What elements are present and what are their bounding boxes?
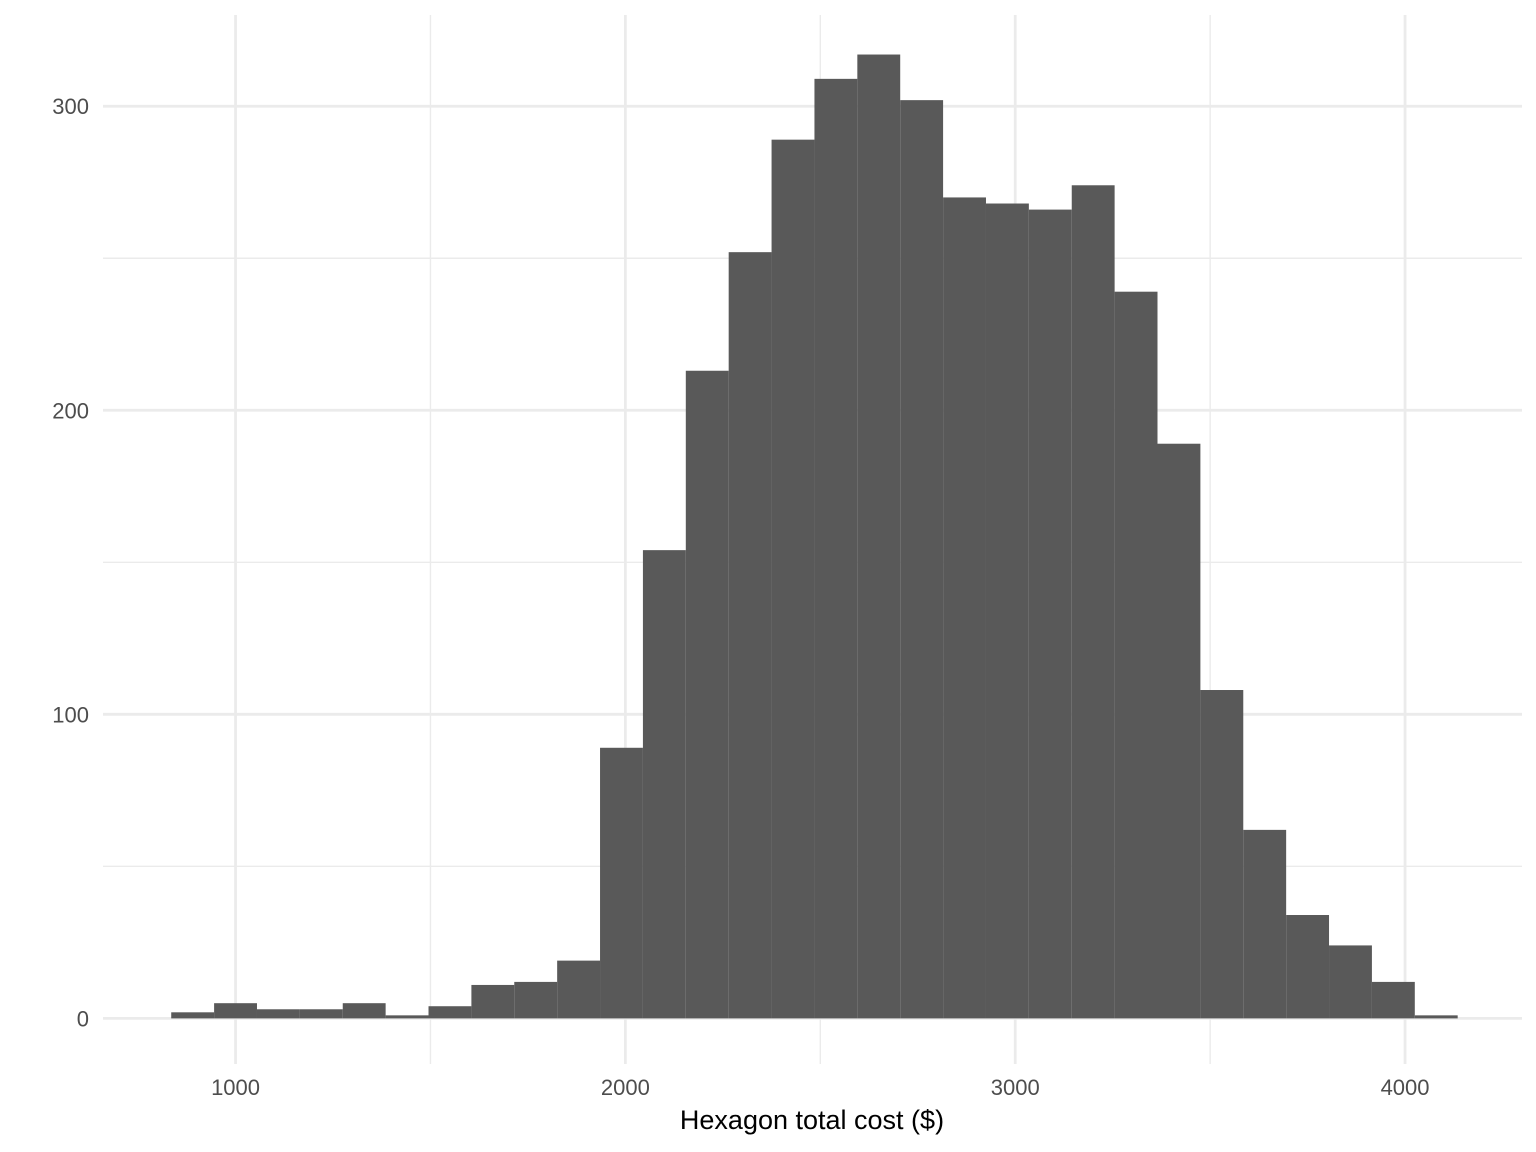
- y-axis-tick-labels: 0 100 200 300: [52, 94, 89, 1031]
- histogram-bar: [557, 960, 601, 1019]
- histogram-bar: [1071, 185, 1115, 1019]
- histogram-bars: [171, 54, 1458, 1019]
- histogram-bar: [342, 1003, 386, 1019]
- y-tick-label: 100: [52, 702, 89, 727]
- histogram-bar: [728, 252, 772, 1019]
- histogram-bar: [685, 370, 729, 1019]
- histogram-bar: [642, 550, 686, 1019]
- histogram-bar: [256, 1009, 300, 1019]
- histogram-bar: [900, 100, 944, 1019]
- histogram-bar: [600, 747, 643, 1019]
- histogram-bar: [1114, 291, 1158, 1019]
- histogram-bar: [1414, 1015, 1458, 1019]
- histogram-bar: [1329, 945, 1372, 1019]
- histogram-bar: [1200, 690, 1244, 1019]
- x-axis-tick-labels: 1000 2000 3000 4000: [211, 1075, 1429, 1100]
- histogram-bar: [171, 1012, 215, 1019]
- x-tick-label: 3000: [991, 1075, 1040, 1100]
- histogram-bar: [771, 139, 815, 1019]
- histogram-bar: [1371, 981, 1415, 1019]
- histogram-bar: [214, 1003, 257, 1019]
- histogram-bar: [1028, 209, 1072, 1019]
- histogram-bar: [1157, 443, 1201, 1019]
- x-tick-label: 1000: [211, 1075, 260, 1100]
- histogram-bar: [857, 54, 901, 1019]
- histogram-bar: [943, 197, 986, 1019]
- histogram-bar: [985, 203, 1029, 1019]
- x-tick-label: 4000: [1381, 1075, 1430, 1100]
- histogram-bar: [1286, 915, 1330, 1019]
- y-tick-label: 300: [52, 94, 89, 119]
- histogram-bar: [514, 981, 558, 1019]
- histogram-bar: [299, 1009, 343, 1019]
- histogram-bar: [471, 984, 515, 1019]
- histogram-bar: [1243, 829, 1287, 1019]
- histogram-bar: [814, 78, 858, 1019]
- y-tick-label: 0: [77, 1006, 89, 1031]
- y-tick-label: 200: [52, 398, 89, 423]
- histogram-bar: [428, 1006, 472, 1019]
- x-axis-title: Hexagon total cost ($): [680, 1105, 944, 1135]
- histogram-bar: [385, 1015, 429, 1019]
- x-tick-label: 2000: [601, 1075, 650, 1100]
